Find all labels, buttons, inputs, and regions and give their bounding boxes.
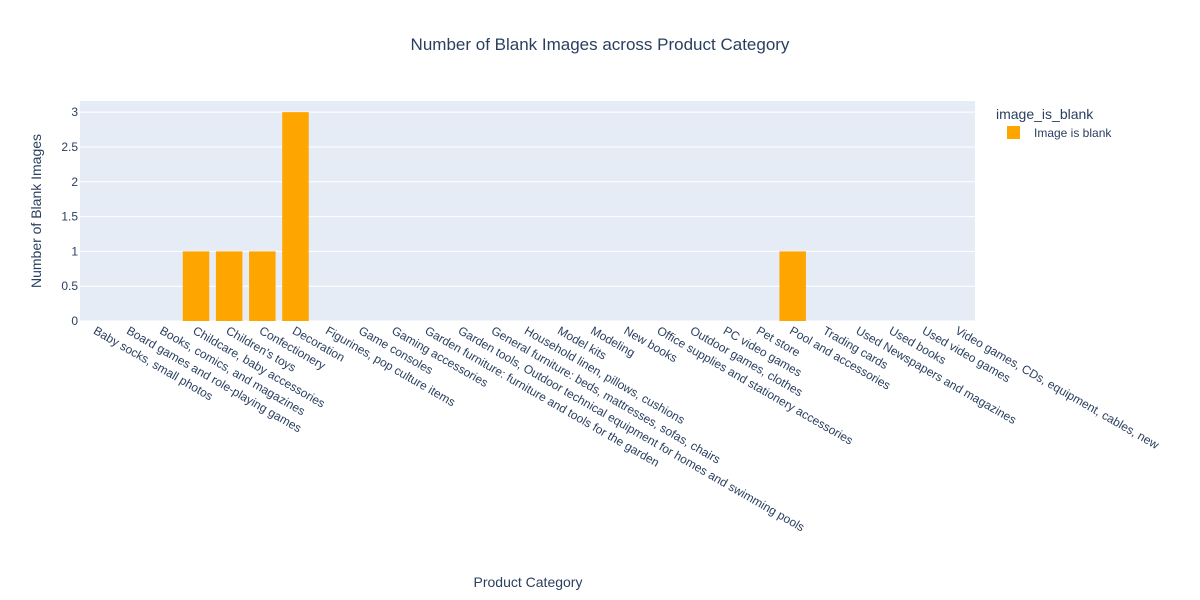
plot-area [80, 101, 975, 321]
bar[interactable] [215, 251, 243, 321]
bar[interactable] [779, 251, 806, 321]
bar[interactable] [249, 251, 276, 321]
y-tick-label: 3 [71, 105, 78, 119]
legend-swatch[interactable] [1007, 126, 1020, 139]
y-tick-label: 2 [71, 175, 78, 189]
bar[interactable] [282, 112, 309, 321]
y-tick-label: 0.5 [61, 279, 78, 293]
bar[interactable] [182, 251, 210, 321]
y-tick-label: 2.5 [61, 140, 78, 154]
y-axis-title: Number of Blank Images [28, 134, 44, 288]
y-tick-label: 1 [71, 244, 78, 258]
y-tick-label: 1.5 [61, 210, 78, 224]
chart-title: Number of Blank Images across Product Ca… [411, 35, 790, 54]
legend: image_is_blank Image is blank [996, 106, 1112, 140]
legend-title: image_is_blank [996, 106, 1094, 122]
x-tick-label: Video games, CDs, equipment, cables, new [953, 323, 1162, 452]
x-axis-title: Product Category [474, 574, 583, 590]
y-tick-label: 0 [71, 314, 78, 328]
legend-item-label[interactable]: Image is blank [1034, 126, 1112, 140]
